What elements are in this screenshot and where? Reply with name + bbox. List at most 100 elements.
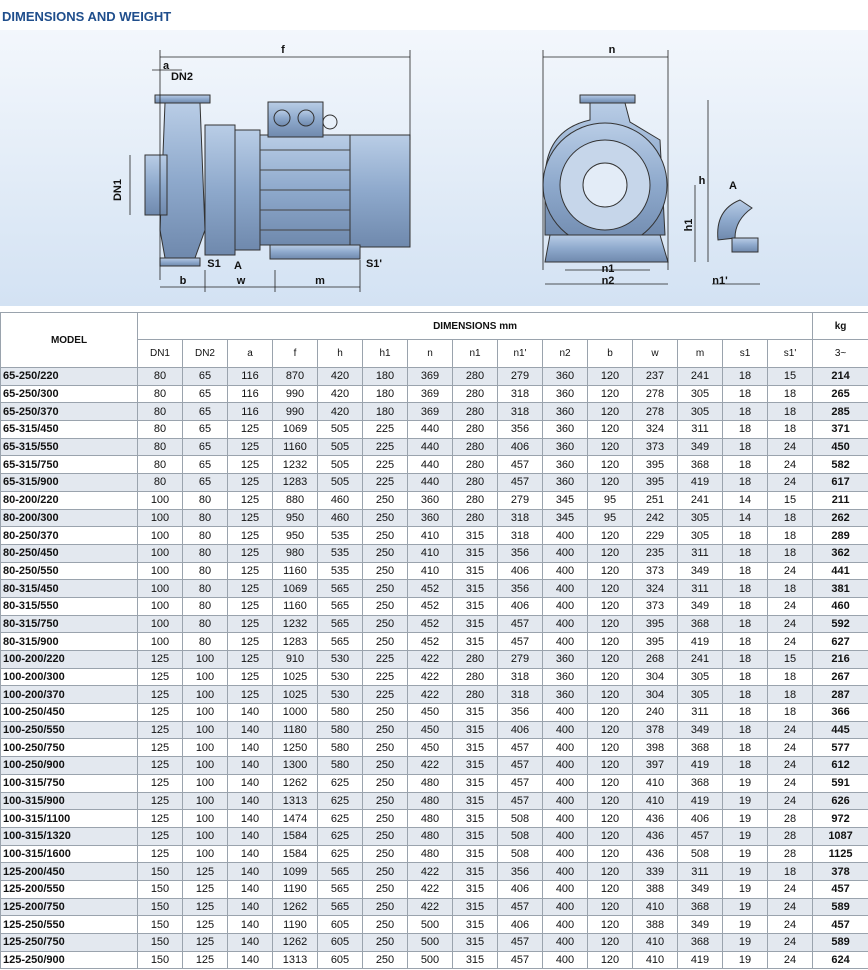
value-cell: 422 <box>407 667 453 687</box>
value-cell: 369 <box>407 367 453 386</box>
value-cell: 315 <box>452 526 498 545</box>
value-cell: 95 <box>587 490 633 510</box>
value-cell: 120 <box>587 384 633 404</box>
value-cell: 250 <box>362 596 408 616</box>
value-cell: 125 <box>227 437 273 457</box>
value-cell: 452 <box>407 614 453 634</box>
value-cell: 624 <box>812 950 868 970</box>
table-row: 65-315/450 80 65 125 1069 505 225 440 280 356 360 1… <box>0 420 868 439</box>
value-cell: 150 <box>137 879 183 899</box>
value-cell: 80 <box>182 526 228 545</box>
value-cell: 120 <box>587 455 633 475</box>
value-cell: 440 <box>407 437 453 457</box>
table-row: 100-200/300 125 100 125 1025 530 225 422 280 318 3… <box>0 667 868 687</box>
value-cell: 150 <box>137 862 183 881</box>
model-cell: 100-250/550 <box>0 720 138 740</box>
dim-label: S1 <box>207 258 220 270</box>
value-cell: 400 <box>542 720 588 740</box>
value-cell: 368 <box>677 455 723 475</box>
value-cell: 1313 <box>272 950 318 970</box>
value-cell: 120 <box>587 915 633 934</box>
value-cell: 315 <box>452 826 498 846</box>
column-header: h <box>317 339 363 368</box>
value-cell: 1250 <box>272 738 318 758</box>
model-cell: 125-200/550 <box>0 879 138 899</box>
value-cell: 1025 <box>272 667 318 687</box>
value-cell: 120 <box>587 437 633 457</box>
dim-label: b <box>180 275 187 287</box>
value-cell: 140 <box>227 720 273 740</box>
value-cell: 589 <box>812 933 868 952</box>
value-cell: 150 <box>137 897 183 917</box>
model-cell: 100-315/1600 <box>0 844 138 864</box>
value-cell: 80 <box>182 508 228 528</box>
value-cell: 120 <box>587 667 633 687</box>
value-cell: 95 <box>587 508 633 528</box>
value-cell: 250 <box>362 933 408 952</box>
value-cell: 406 <box>497 596 543 616</box>
value-cell: 125 <box>137 826 183 846</box>
value-cell: 120 <box>587 756 633 775</box>
value-cell: 304 <box>632 685 678 705</box>
value-cell: 422 <box>407 897 453 917</box>
value-cell: 80 <box>137 367 183 386</box>
value-cell: 373 <box>632 596 678 616</box>
value-cell: 457 <box>497 632 543 651</box>
value-cell: 125 <box>227 579 273 598</box>
value-cell: 125 <box>182 897 228 917</box>
value-cell: 19 <box>722 862 768 881</box>
value-cell: 315 <box>452 933 498 952</box>
value-cell: 460 <box>812 596 868 616</box>
value-cell: 311 <box>677 420 723 439</box>
value-cell: 1262 <box>272 773 318 793</box>
value-cell: 120 <box>587 826 633 846</box>
value-cell: 24 <box>766 473 814 492</box>
value-cell: 125 <box>227 561 273 581</box>
value-cell: 180 <box>362 367 408 386</box>
value-cell: 356 <box>497 579 543 598</box>
value-cell: 870 <box>272 367 318 386</box>
value-cell: 18 <box>722 756 768 775</box>
value-cell: 419 <box>677 756 723 775</box>
value-cell: 19 <box>722 791 768 811</box>
dim-label: A <box>729 180 737 192</box>
value-cell: 356 <box>497 543 543 563</box>
value-cell: 18 <box>722 738 768 758</box>
value-cell: 400 <box>542 826 588 846</box>
value-cell: 18 <box>766 579 814 598</box>
value-cell: 625 <box>317 844 363 864</box>
value-cell: 267 <box>812 667 868 687</box>
value-cell: 250 <box>362 862 408 881</box>
value-cell: 120 <box>587 596 633 616</box>
value-cell: 250 <box>362 526 408 545</box>
value-cell: 1160 <box>272 437 318 457</box>
column-header: m <box>677 339 723 368</box>
value-cell: 410 <box>632 933 678 952</box>
value-cell: 240 <box>632 703 678 722</box>
value-cell: 120 <box>587 367 633 386</box>
value-cell: 125 <box>137 738 183 758</box>
model-cell: 80-250/370 <box>0 526 138 545</box>
value-cell: 289 <box>812 526 868 545</box>
value-cell: 378 <box>812 862 868 881</box>
value-cell: 505 <box>317 473 363 492</box>
value-cell: 125 <box>227 543 273 563</box>
value-cell: 120 <box>587 844 633 864</box>
value-cell: 125 <box>227 632 273 651</box>
value-cell: 18 <box>766 384 814 404</box>
value-cell: 140 <box>227 773 273 793</box>
value-cell: 388 <box>632 879 678 899</box>
value-cell: 419 <box>677 950 723 970</box>
value-cell: 395 <box>632 632 678 651</box>
value-cell: 1313 <box>272 791 318 811</box>
value-cell: 100 <box>182 773 228 793</box>
value-cell: 318 <box>497 402 543 422</box>
value-cell: 125 <box>137 773 183 793</box>
value-cell: 80 <box>182 543 228 563</box>
model-cell: 65-315/450 <box>0 420 138 439</box>
value-cell: 419 <box>677 473 723 492</box>
value-cell: 18 <box>722 526 768 545</box>
model-cell: 100-250/750 <box>0 738 138 758</box>
value-cell: 18 <box>722 543 768 563</box>
value-cell: 100 <box>137 526 183 545</box>
